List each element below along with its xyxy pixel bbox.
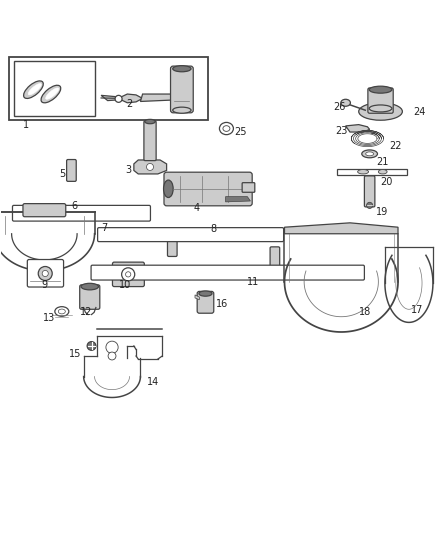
Ellipse shape — [24, 81, 43, 99]
Text: 3: 3 — [126, 165, 132, 175]
Text: 21: 21 — [376, 157, 389, 167]
Text: 23: 23 — [336, 126, 348, 136]
Circle shape — [42, 270, 48, 277]
Text: 12: 12 — [80, 308, 92, 317]
Ellipse shape — [145, 119, 155, 124]
Text: 6: 6 — [71, 201, 77, 211]
Ellipse shape — [219, 123, 233, 135]
Text: 16: 16 — [216, 298, 228, 309]
Polygon shape — [226, 197, 251, 202]
Circle shape — [38, 266, 52, 280]
Text: 18: 18 — [359, 308, 371, 317]
FancyBboxPatch shape — [164, 172, 252, 206]
Text: 25: 25 — [234, 127, 247, 137]
Text: 11: 11 — [247, 277, 260, 287]
Text: 19: 19 — [376, 207, 389, 217]
Polygon shape — [285, 223, 398, 234]
Ellipse shape — [81, 284, 99, 290]
Polygon shape — [346, 125, 370, 132]
FancyBboxPatch shape — [113, 262, 145, 287]
Ellipse shape — [341, 99, 350, 106]
Ellipse shape — [369, 105, 392, 112]
FancyBboxPatch shape — [80, 285, 100, 309]
Polygon shape — [195, 295, 199, 300]
FancyBboxPatch shape — [270, 247, 280, 269]
Text: 4: 4 — [193, 203, 199, 213]
Text: 15: 15 — [69, 349, 81, 359]
Text: 14: 14 — [147, 377, 159, 387]
Circle shape — [122, 268, 135, 281]
Ellipse shape — [55, 306, 69, 316]
FancyBboxPatch shape — [364, 176, 375, 207]
FancyBboxPatch shape — [27, 260, 64, 287]
Ellipse shape — [199, 291, 212, 296]
Polygon shape — [134, 160, 166, 174]
Bar — [14, 61, 95, 116]
Polygon shape — [101, 94, 143, 103]
Ellipse shape — [362, 150, 378, 158]
Ellipse shape — [173, 66, 191, 72]
Text: 9: 9 — [42, 280, 48, 290]
Circle shape — [115, 95, 122, 102]
Ellipse shape — [41, 85, 61, 103]
Text: 2: 2 — [127, 99, 133, 109]
Ellipse shape — [87, 342, 96, 350]
Ellipse shape — [223, 126, 230, 131]
Text: 22: 22 — [389, 141, 402, 151]
Polygon shape — [141, 94, 180, 101]
Ellipse shape — [46, 88, 59, 99]
Circle shape — [108, 352, 116, 360]
Ellipse shape — [378, 169, 387, 174]
Text: 8: 8 — [210, 224, 216, 235]
Text: 24: 24 — [413, 107, 426, 117]
FancyBboxPatch shape — [144, 121, 156, 160]
FancyBboxPatch shape — [91, 265, 364, 280]
Ellipse shape — [357, 169, 368, 174]
Circle shape — [147, 164, 153, 171]
Text: 1: 1 — [23, 119, 29, 130]
Ellipse shape — [28, 84, 41, 95]
Ellipse shape — [163, 180, 173, 198]
FancyBboxPatch shape — [12, 205, 150, 221]
Ellipse shape — [58, 309, 65, 314]
Ellipse shape — [173, 107, 191, 113]
Ellipse shape — [369, 86, 392, 93]
Text: 5: 5 — [59, 168, 65, 179]
Text: 17: 17 — [411, 305, 424, 315]
FancyBboxPatch shape — [242, 183, 255, 192]
Bar — [10, 57, 208, 120]
Text: 10: 10 — [120, 280, 132, 290]
Circle shape — [367, 203, 373, 208]
FancyBboxPatch shape — [67, 159, 76, 181]
Ellipse shape — [359, 103, 403, 120]
FancyBboxPatch shape — [167, 235, 177, 256]
FancyBboxPatch shape — [170, 66, 193, 113]
Circle shape — [126, 272, 131, 277]
FancyBboxPatch shape — [368, 88, 393, 113]
Ellipse shape — [366, 152, 374, 156]
FancyBboxPatch shape — [23, 204, 66, 217]
Circle shape — [106, 341, 118, 353]
Polygon shape — [337, 169, 407, 175]
FancyBboxPatch shape — [197, 292, 214, 313]
Text: 7: 7 — [101, 223, 107, 233]
FancyBboxPatch shape — [98, 228, 284, 241]
Text: 26: 26 — [333, 102, 346, 112]
Text: 13: 13 — [43, 312, 55, 322]
Text: 20: 20 — [381, 177, 393, 187]
